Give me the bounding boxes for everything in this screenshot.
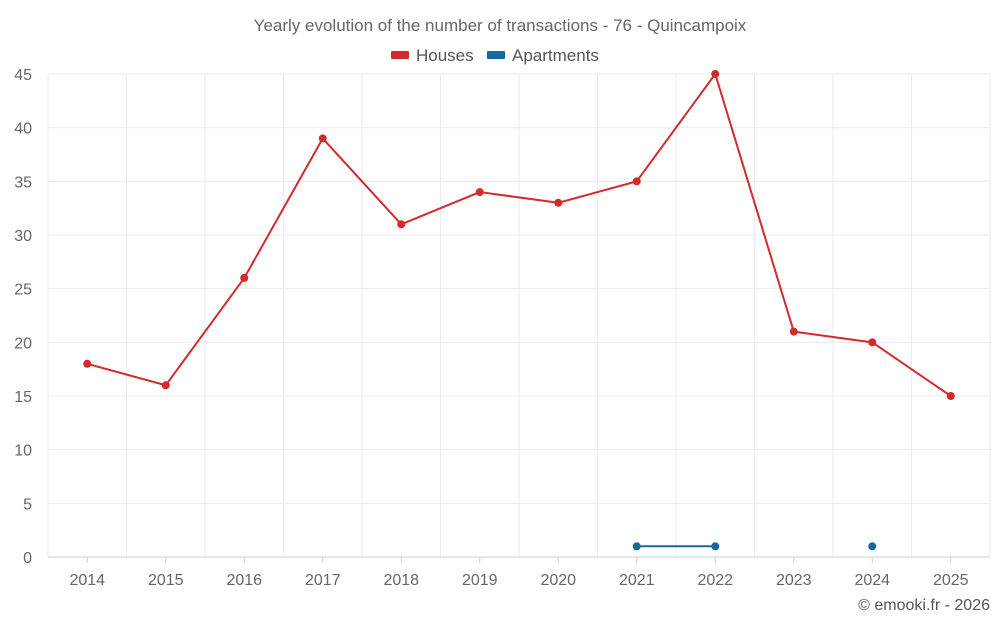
series-line-houses <box>400 191 481 226</box>
series-line-houses <box>557 180 638 204</box>
series-line-houses <box>86 362 167 387</box>
chart-title: Yearly evolution of the number of transa… <box>254 16 747 35</box>
data-point-houses-2021[interactable] <box>632 177 641 186</box>
y-tick-label: 30 <box>14 228 32 245</box>
legend-label-houses: Houses <box>416 46 474 65</box>
data-point-houses-2025[interactable] <box>946 392 955 400</box>
data-point-apartments-2022[interactable] <box>711 542 720 551</box>
series-line-houses <box>478 191 560 204</box>
y-tick-label: 0 <box>23 550 32 567</box>
series-line-houses <box>243 137 324 279</box>
data-point-houses-2014[interactable] <box>83 359 92 368</box>
data-point-houses-2016[interactable] <box>240 273 249 282</box>
x-tick-label-2023: 2023 <box>776 572 812 589</box>
data-point-apartments-2024[interactable] <box>868 542 877 551</box>
x-tick-label-2025: 2025 <box>933 572 969 589</box>
x-tick-label-2016: 2016 <box>226 572 262 589</box>
data-point-houses-2022[interactable] <box>711 70 720 78</box>
series-line-houses <box>321 137 403 226</box>
x-tick-label-2014: 2014 <box>69 572 105 589</box>
y-tick-label: 40 <box>14 121 32 138</box>
x-tick-label-2020: 2020 <box>540 572 576 589</box>
data-point-apartments-2021[interactable] <box>632 542 641 551</box>
y-tick-label: 25 <box>14 282 32 299</box>
data-point-houses-2019[interactable] <box>475 188 484 197</box>
legend-label-apartments: Apartments <box>512 46 599 65</box>
data-point-houses-2015[interactable] <box>161 381 170 390</box>
y-tick-label: 20 <box>14 335 32 352</box>
series-line-houses <box>871 341 952 397</box>
data-point-houses-2018[interactable] <box>397 220 406 229</box>
data-point-houses-2023[interactable] <box>789 327 798 336</box>
x-tick-label-2017: 2017 <box>305 572 341 589</box>
x-tick-label-2021: 2021 <box>619 572 655 589</box>
y-tick-label: 10 <box>14 443 32 460</box>
series-line-houses <box>635 73 717 183</box>
legend-item-houses[interactable]: Houses <box>391 46 474 65</box>
legend: Houses Apartments <box>391 46 599 65</box>
legend-swatch-apartments <box>487 51 505 59</box>
legend-item-apartments[interactable]: Apartments <box>487 46 599 65</box>
x-tick-label-2018: 2018 <box>383 572 419 589</box>
series-line-houses <box>792 330 874 344</box>
legend-swatch-houses <box>391 51 409 59</box>
x-tick-label-2019: 2019 <box>462 572 498 589</box>
data-point-houses-2017[interactable] <box>318 134 327 143</box>
series <box>83 70 955 551</box>
x-tick-label-2022: 2022 <box>697 572 733 589</box>
y-tick-label: 35 <box>14 174 32 191</box>
y-tick-label: 45 <box>14 67 32 84</box>
data-point-houses-2024[interactable] <box>868 338 877 347</box>
data-point-houses-2020[interactable] <box>554 198 563 207</box>
series-line-houses <box>714 73 795 333</box>
x-tick-label-2015: 2015 <box>148 572 184 589</box>
y-tick-label: 5 <box>23 496 32 513</box>
y-tick-label: 15 <box>14 389 32 406</box>
x-tick-label-2024: 2024 <box>854 572 890 589</box>
series-line-houses <box>164 276 246 387</box>
grid <box>47 73 991 557</box>
credit-text: © emooki.fr - 2026 <box>858 597 990 614</box>
